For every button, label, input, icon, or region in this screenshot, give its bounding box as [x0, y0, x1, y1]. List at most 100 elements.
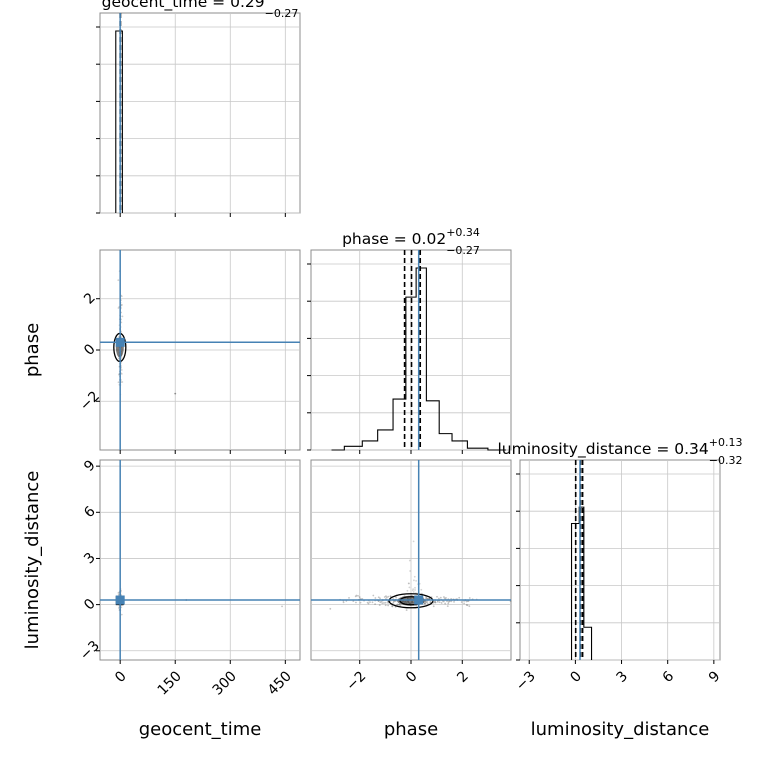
scatter-luminosity_distance-phase-point — [463, 602, 465, 605]
scatter-luminosity_distance-geocent_time-xtick-label-1: 150 — [155, 668, 185, 698]
hist-phase-title-value: phase = 0.02 — [342, 230, 446, 248]
hist-luminosity_distance-title-plus: +0.13 — [709, 436, 743, 449]
scatter-luminosity_distance-phase-point — [342, 601, 345, 604]
hist-geocent_time-bars — [115, 30, 123, 213]
scatter-luminosity_distance-phase-point — [372, 594, 375, 597]
scatter-luminosity_distance-phase-point — [406, 589, 409, 592]
scatter-luminosity_distance-phase-point — [408, 586, 411, 589]
scatter-luminosity_distance-phase-point — [374, 597, 377, 599]
hist-luminosity_distance-frame — [519, 459, 721, 661]
scatter-luminosity_distance-phase-point — [442, 600, 445, 603]
scatter-luminosity_distance-geocent_time-xtick-label-2: 300 — [210, 668, 240, 698]
scatter-luminosity_distance-phase-contour-outer — [388, 593, 434, 609]
scatter-luminosity_distance-phase-point — [405, 609, 408, 612]
scatter-phase-geocent_time-point — [121, 381, 124, 383]
scatter-luminosity_distance-phase-point — [425, 601, 428, 604]
scatter-luminosity_distance-phase-point — [443, 597, 446, 600]
scatter-luminosity_distance-geocent_time-xtick-label-3: 450 — [265, 668, 295, 698]
scatter-luminosity_distance-phase-point — [434, 601, 437, 604]
scatter-luminosity_distance-phase-point — [423, 602, 426, 605]
x-axis-label-geocent_time: geocent_time — [139, 719, 262, 740]
scatter-phase-geocent_time-point — [117, 381, 120, 384]
scatter-luminosity_distance-phase-point — [383, 596, 386, 598]
scatter-phase-geocent_time-point — [120, 372, 123, 375]
scatter-luminosity_distance-phase-point — [355, 594, 358, 597]
scatter-luminosity_distance-phase-point — [438, 597, 440, 600]
scatter-luminosity_distance-geocent_time-ytick-label-1: 0 — [81, 596, 99, 614]
scatter-luminosity_distance-phase-point — [281, 605, 283, 608]
scatter-luminosity_distance-phase-point — [381, 602, 384, 605]
hist-luminosity_distance-title: luminosity_distance = 0.34+0.13 — [498, 436, 743, 459]
scatter-luminosity_distance-phase-point — [424, 602, 427, 605]
scatter-luminosity_distance-phase-point — [434, 601, 437, 604]
scatter-luminosity_distance-phase-point — [394, 600, 397, 603]
y-axis-label-luminosity_distance: luminosity_distance — [22, 471, 43, 650]
scatter-luminosity_distance-phase-point — [392, 602, 395, 604]
scatter-luminosity_distance-geocent_time-point — [120, 613, 123, 616]
scatter-luminosity_distance-phase-point — [354, 595, 357, 598]
scatter-luminosity_distance-phase-point — [387, 604, 390, 607]
scatter-luminosity_distance-phase-point — [366, 601, 369, 604]
hist-luminosity_distance-title-value: luminosity_distance = 0.34 — [498, 440, 709, 459]
scatter-phase-geocent_time-outlier — [174, 392, 177, 395]
scatter-phase-geocent_time-point — [120, 369, 123, 371]
hist-phase-title: phase = 0.02+0.34 — [342, 226, 480, 248]
scatter-phase-geocent_time-point — [120, 295, 123, 298]
scatter-luminosity_distance-geocent_time-frame — [99, 459, 301, 661]
scatter-luminosity_distance-geocent_time-point — [117, 607, 120, 609]
scatter-phase-geocent_time-point — [121, 304, 123, 306]
scatter-luminosity_distance-phase-point — [378, 604, 381, 606]
scatter-phase-geocent_time-ytick-label-2: 2 — [81, 290, 99, 308]
scatter-luminosity_distance-phase-point — [379, 601, 382, 604]
scatter-luminosity_distance-phase-point — [415, 579, 418, 582]
hist-phase-title-minus: −0.27 — [446, 244, 480, 257]
scatter-luminosity_distance-phase-point — [414, 586, 416, 589]
scatter-luminosity_distance-phase-point — [358, 596, 361, 598]
scatter-luminosity_distance-phase-xtick-label-1: 0 — [403, 668, 421, 686]
scatter-luminosity_distance-phase-point — [384, 601, 387, 604]
scatter-luminosity_distance-phase-point — [446, 605, 449, 607]
scatter-luminosity_distance-phase-point — [443, 596, 445, 598]
y-axis-label-phase: phase — [22, 323, 43, 377]
scatter-luminosity_distance-phase-point — [371, 601, 374, 604]
scatter-luminosity_distance-phase-point — [453, 601, 455, 603]
scatter-luminosity_distance-phase-point — [379, 597, 381, 600]
scatter-luminosity_distance-phase-point — [387, 595, 390, 598]
scatter-luminosity_distance-phase-point — [468, 605, 471, 608]
scatter-luminosity_distance-phase-point — [447, 600, 450, 603]
scatter-luminosity_distance-phase-point — [391, 605, 394, 608]
scatter-luminosity_distance-phase-point — [465, 604, 468, 606]
scatter-luminosity_distance-phase-point — [389, 595, 392, 598]
scatter-luminosity_distance-phase-point — [369, 601, 371, 604]
scatter-luminosity_distance-phase-truth-marker — [414, 595, 424, 605]
hist-geocent_time-title-value: geocent_time = 0.29 — [102, 0, 265, 12]
scatter-luminosity_distance-phase-point — [448, 600, 451, 603]
scatter-luminosity_distance-phase-point — [391, 605, 394, 607]
scatter-luminosity_distance-geocent_time-ytick-label-0: −3 — [77, 638, 103, 664]
scatter-luminosity_distance-phase-point — [468, 597, 471, 599]
scatter-luminosity_distance-phase-point — [389, 600, 392, 603]
scatter-luminosity_distance-phase-point — [429, 601, 432, 603]
scatter-luminosity_distance-phase-point — [408, 559, 411, 562]
scatter-luminosity_distance-phase-point — [450, 600, 453, 603]
scatter-luminosity_distance-phase-point — [444, 602, 447, 605]
scatter-luminosity_distance-phase-point — [426, 602, 429, 605]
scatter-luminosity_distance-phase-point — [412, 588, 415, 591]
hist-luminosity_distance-xtick-label-0: −3 — [513, 668, 539, 694]
hist-luminosity_distance-xtick-label-3: 6 — [660, 668, 678, 686]
scatter-luminosity_distance-phase-point — [385, 595, 387, 598]
scatter-phase-geocent_time-samples — [117, 270, 125, 396]
scatter-luminosity_distance-geocent_time-ytick-label-2: 3 — [81, 550, 99, 568]
scatter-luminosity_distance-geocent_time-ytick-label-4: 9 — [81, 457, 99, 475]
scatter-luminosity_distance-phase-point — [424, 601, 427, 603]
scatter-luminosity_distance-phase-point — [383, 602, 385, 604]
scatter-luminosity_distance-phase-point — [438, 601, 441, 604]
scatter-luminosity_distance-phase-point — [436, 595, 438, 598]
scatter-luminosity_distance-phase-point — [460, 601, 463, 603]
scatter-luminosity_distance-phase-point — [466, 604, 469, 607]
scatter-luminosity_distance-phase-point — [445, 596, 447, 599]
hist-phase-title-plus: +0.34 — [446, 226, 480, 239]
hist-luminosity_distance-xtick-label-4: 9 — [706, 668, 724, 686]
scatter-luminosity_distance-phase-point — [412, 591, 415, 593]
scatter-phase-geocent_time-point — [117, 307, 120, 309]
